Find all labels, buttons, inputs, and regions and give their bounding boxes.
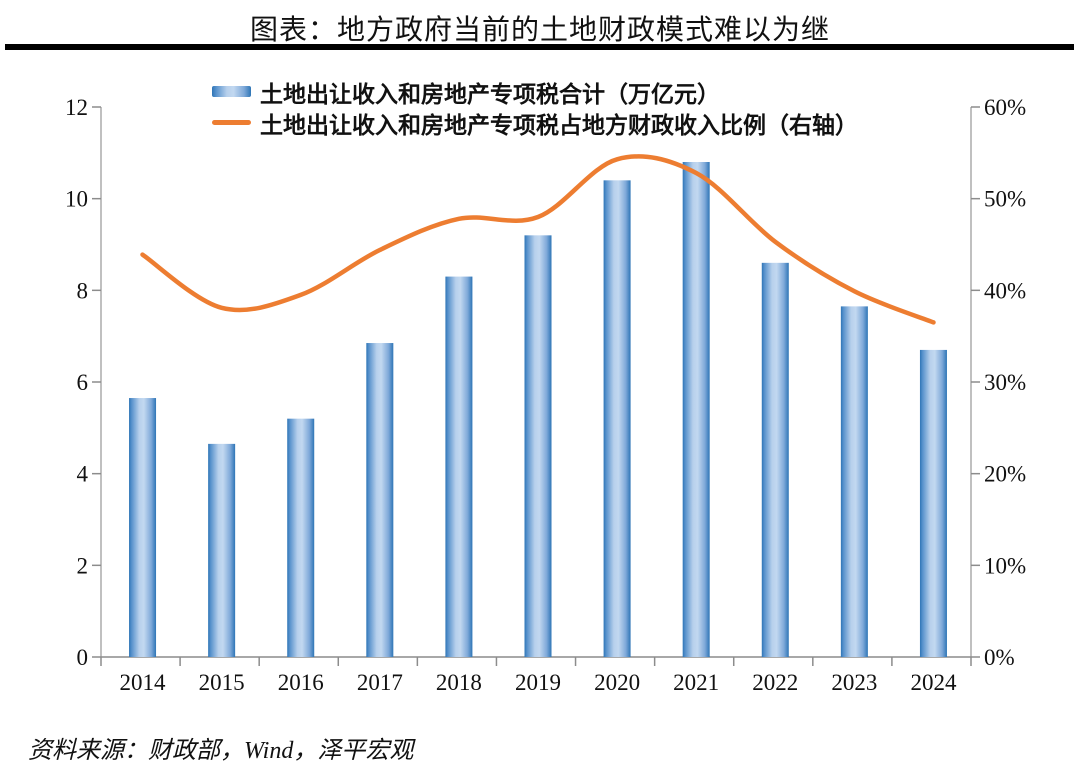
title-divider bbox=[5, 44, 1074, 50]
y-right-tick-label: 20% bbox=[984, 462, 1026, 487]
x-label-2016: 2016 bbox=[278, 670, 324, 695]
chart-legend: 土地出让收入和房地产专项税合计（万亿元） 土地出让收入和房地产专项税占地方财政收… bbox=[212, 78, 858, 138]
x-label-2024: 2024 bbox=[910, 670, 957, 695]
bar-2022 bbox=[761, 262, 789, 657]
y-right-tick-label: 40% bbox=[984, 278, 1026, 303]
y-left-tick-label: 2 bbox=[77, 553, 89, 578]
y-left-tick-label: 10 bbox=[65, 187, 88, 212]
bar-2020 bbox=[603, 180, 631, 658]
bar-2014 bbox=[129, 398, 157, 657]
page-title: 图表：地方政府当前的土地财政模式难以为继 bbox=[249, 15, 830, 46]
y-left-tick-label: 6 bbox=[77, 370, 89, 395]
y-left-tick-label: 12 bbox=[65, 95, 88, 120]
bar-2024 bbox=[919, 349, 947, 657]
x-label-2014: 2014 bbox=[120, 670, 167, 695]
y-left-tick-label: 4 bbox=[77, 462, 89, 487]
x-label-2019: 2019 bbox=[515, 670, 561, 695]
bar-2015 bbox=[208, 443, 236, 657]
legend-line-label: 土地出让收入和房地产专项税占地方财政收入比例（右轴） bbox=[260, 112, 858, 138]
x-label-2018: 2018 bbox=[436, 670, 482, 695]
legend-item-line-series: 土地出让收入和房地产专项税占地方财政收入比例（右轴） bbox=[212, 109, 858, 138]
y-right-tick-label: 30% bbox=[984, 370, 1026, 395]
y-right-tick-label: 0% bbox=[984, 645, 1015, 670]
source-note: 资料来源：财政部，Wind，泽平宏观 bbox=[28, 738, 414, 764]
legend-bar-label: 土地出让收入和房地产专项税合计（万亿元） bbox=[260, 81, 720, 107]
y-left-tick-label: 8 bbox=[77, 278, 89, 303]
legend-item-bar-series: 土地出让收入和房地产专项税合计（万亿元） bbox=[212, 78, 858, 107]
x-label-2021: 2021 bbox=[673, 670, 719, 695]
line-series-swatch-icon bbox=[212, 120, 251, 125]
x-label-2017: 2017 bbox=[357, 670, 403, 695]
y-left-tick-label: 0 bbox=[77, 645, 89, 670]
y-right-tick-label: 60% bbox=[984, 95, 1026, 120]
x-label-2022: 2022 bbox=[752, 670, 798, 695]
x-label-2020: 2020 bbox=[594, 670, 640, 695]
bar-2016 bbox=[287, 418, 315, 657]
bar-2023 bbox=[840, 306, 868, 657]
x-label-2015: 2015 bbox=[199, 670, 245, 695]
bar-2017 bbox=[366, 343, 394, 657]
y-right-tick-label: 50% bbox=[984, 187, 1026, 212]
bar-2018 bbox=[445, 276, 473, 657]
ratio-line bbox=[140, 154, 936, 325]
x-label-2023: 2023 bbox=[831, 670, 877, 695]
bar-2021 bbox=[682, 162, 710, 657]
chart-canvas: 0 2 4 6 8 10 12 0% 10% 20% 30% 40% 50% 60% 2014 2015 201… bbox=[65, 95, 1026, 695]
y-right-tick-label: 10% bbox=[984, 553, 1026, 578]
bar-2019 bbox=[524, 235, 552, 658]
bar-series-swatch-icon bbox=[212, 86, 251, 97]
